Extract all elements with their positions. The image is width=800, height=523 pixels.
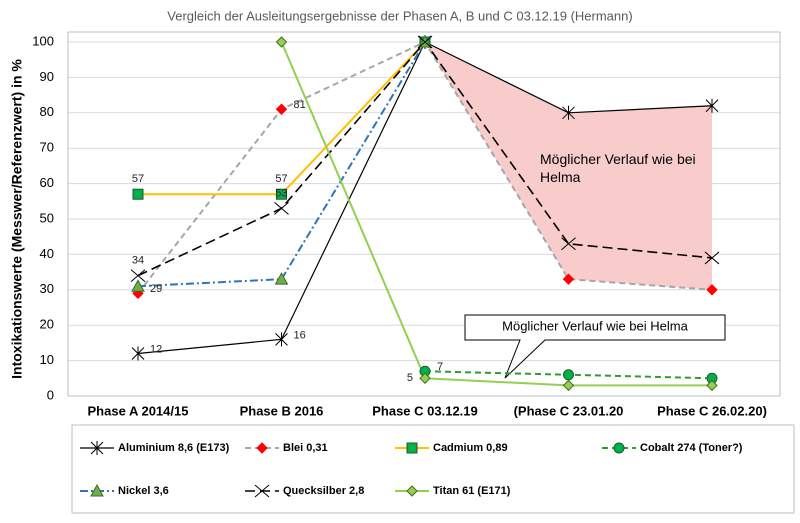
legend-label: Blei 0,31	[283, 442, 328, 454]
marker	[275, 332, 288, 347]
y-tick-label: 40	[40, 246, 54, 261]
y-tick-label: 70	[40, 140, 54, 155]
marker	[706, 379, 718, 392]
annotation: Möglicher Verlauf wie bei Helma	[540, 151, 696, 185]
marker	[562, 379, 575, 392]
marker	[131, 346, 145, 361]
marker	[275, 36, 288, 48]
series-line	[280, 41, 712, 387]
marker	[276, 188, 287, 200]
data-label: 7	[437, 361, 443, 373]
legend-marker	[90, 483, 104, 497]
y-tick-label: 20	[40, 317, 54, 332]
x-tick-label: Phase C 03.12.19	[372, 403, 478, 418]
callout	[464, 314, 726, 379]
data-label: 57	[132, 173, 144, 185]
marker	[561, 237, 576, 251]
legend-marker	[613, 442, 625, 454]
marker	[130, 269, 146, 283]
shaded-band	[425, 42, 712, 290]
y-tick-label: 0	[47, 387, 54, 402]
y-axis-label: Intoxikationswerte (Messwer/Referenzwert…	[9, 59, 25, 379]
legend	[71, 424, 795, 514]
y-tick-label: 80	[40, 104, 54, 119]
marker	[419, 372, 431, 385]
marker	[562, 105, 575, 120]
marker	[562, 273, 575, 285]
marker	[275, 103, 288, 115]
legend-label: Cadmium 0,89	[433, 442, 508, 454]
data-label: 57	[275, 173, 287, 185]
legend-marker	[254, 484, 270, 498]
legend-marker	[406, 485, 418, 497]
data-label: 34	[132, 255, 144, 267]
x-tick-label: Phase A 2014/15	[88, 403, 189, 418]
legend-marker	[90, 441, 104, 455]
x-tick-label: Phase C 26.02.20)	[657, 403, 767, 418]
annotation-box: Möglicher Verlauf wie bei Helma	[540, 151, 696, 185]
marker	[417, 35, 433, 49]
y-tick-label: 30	[40, 281, 54, 296]
series-line	[137, 41, 426, 288]
marker	[706, 284, 718, 296]
marker	[132, 188, 144, 200]
y-tick-label: 10	[40, 352, 54, 367]
data-label: 81	[294, 99, 306, 111]
x-tick-label: Phase B 2016	[240, 403, 324, 418]
callout-text: Möglicher Verlauf wie bei Helma	[502, 318, 688, 333]
data-label: 29	[150, 283, 162, 295]
series-line	[138, 41, 426, 196]
marker	[705, 98, 719, 113]
data-label: 5	[407, 372, 413, 384]
marker	[274, 272, 289, 285]
y-tick-label: 100	[32, 33, 54, 48]
marker	[563, 369, 574, 381]
data-label: 12	[150, 343, 162, 355]
legend-label: Titan 61 (E171)	[433, 485, 511, 497]
data-label: 53	[275, 187, 287, 199]
x-tick-label: (Phase C 23.01.20	[514, 403, 624, 418]
marker	[704, 251, 720, 265]
marker	[274, 202, 289, 215]
legend-label: Quecksilber 2,8	[283, 485, 364, 497]
legend-label: Cobalt 274 (Toner?)	[640, 442, 743, 454]
plot-border	[67, 31, 781, 397]
y-tick-label: 50	[40, 210, 54, 225]
marker	[131, 279, 145, 292]
legend-label: Aluminium 8,6 (E173)	[118, 442, 230, 454]
legend-marker	[256, 442, 268, 454]
legend-marker	[406, 442, 418, 454]
chart-title: Vergleich der Ausleitungsergebnisse der …	[167, 8, 632, 23]
data-label: 16	[294, 329, 306, 341]
y-tick-label: 90	[40, 69, 54, 84]
legend-label: Nickel 3,6	[118, 485, 169, 497]
y-tick-label: 60	[40, 175, 54, 190]
